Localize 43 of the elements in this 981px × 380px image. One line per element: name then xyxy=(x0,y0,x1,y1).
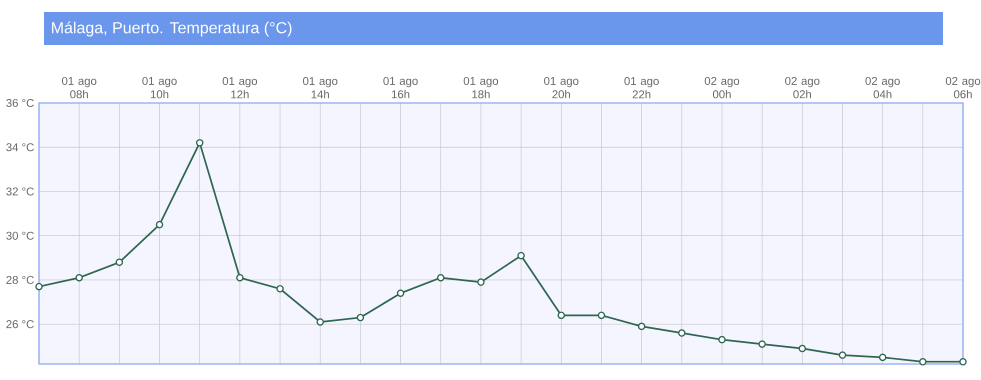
point xyxy=(437,274,444,282)
point xyxy=(236,274,244,282)
x-tick-label: 01 ago 10h xyxy=(142,76,177,98)
chart-title: Málaga, Puerto. Temperatura (°C) xyxy=(52,21,292,37)
x-tick-label: 01 ago 08h xyxy=(62,76,96,98)
x-tick-label: 01 ago 18h xyxy=(464,76,498,98)
point xyxy=(798,344,806,352)
x-tick-label: 01 ago 16h xyxy=(383,76,418,98)
point xyxy=(718,336,726,344)
point xyxy=(919,358,927,366)
x-tick-label: 01 ago 14h xyxy=(303,77,338,98)
point xyxy=(396,289,404,297)
y-tick-label: 32 °C xyxy=(6,187,34,196)
x-tick-label: 02 ago 00h xyxy=(704,76,740,98)
point xyxy=(356,314,364,322)
point xyxy=(758,340,766,348)
point xyxy=(558,312,565,320)
point xyxy=(35,282,43,290)
point xyxy=(477,278,485,286)
x-tick-label: 01 ago 12h xyxy=(222,77,258,98)
point xyxy=(638,322,646,330)
point xyxy=(196,139,204,147)
y-tick-label: 34 °C xyxy=(6,143,34,152)
y-tick-label: 36 °C xyxy=(6,98,34,108)
y-tick-label: 28 °C xyxy=(6,276,34,284)
point xyxy=(316,318,324,326)
y-tick-label: 26 °C xyxy=(6,320,34,328)
point xyxy=(156,220,164,228)
point xyxy=(838,351,846,359)
point xyxy=(598,312,606,320)
point xyxy=(959,358,967,366)
point xyxy=(116,258,124,266)
x-tick-label: 02 ago 04h xyxy=(865,76,900,98)
y-tick-label: 30 °C xyxy=(6,232,34,240)
point xyxy=(678,329,686,337)
x-tick-label: 02 ago 06h xyxy=(946,76,980,98)
point xyxy=(75,274,83,282)
point xyxy=(517,252,525,260)
point xyxy=(878,354,886,362)
x-tick-label: 02 ago 02h xyxy=(785,76,820,98)
point xyxy=(276,285,284,293)
x-tick-label: 01 ago 20h xyxy=(544,76,578,98)
x-tick-label: 01 ago 22h xyxy=(624,77,659,98)
